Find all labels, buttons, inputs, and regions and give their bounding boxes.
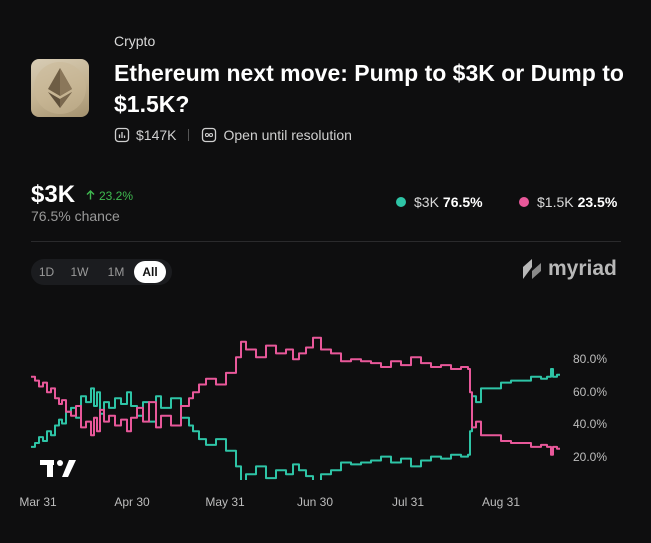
- legend-label: $3K: [414, 194, 439, 210]
- tab-1d[interactable]: 1D: [38, 265, 55, 279]
- x-tick-label: Mar 31: [19, 495, 57, 509]
- x-tick-label: Jul 31: [391, 495, 425, 509]
- bar-chart-icon: [114, 127, 130, 143]
- x-tick-label: Aug 31: [481, 495, 521, 509]
- tradingview-logo[interactable]: [40, 460, 76, 483]
- brand-name: myriad: [548, 257, 617, 280]
- myriad-icon: [523, 259, 541, 279]
- market-status: Open until resolution: [223, 127, 352, 143]
- legend-dot: [519, 197, 529, 207]
- volume-value: $147K: [136, 127, 177, 143]
- meta-divider: [188, 129, 190, 141]
- legend-dot: [396, 197, 406, 207]
- x-tick-label: Jun 30: [296, 495, 334, 509]
- market-title: Ethereum next move: Pump to $3K or Dump …: [114, 60, 624, 117]
- y-tick-label: 80.0%: [573, 352, 608, 366]
- series-line-1-5k: [31, 336, 560, 456]
- leading-outcome: $3K: [31, 181, 76, 208]
- y-tick-label: 60.0%: [573, 385, 608, 399]
- brand-logo: myriad: [521, 257, 617, 281]
- price-change-value: 23.2%: [99, 189, 134, 203]
- price-chart[interactable]: [0, 330, 560, 480]
- section-divider: [31, 241, 621, 242]
- legend-item-3k[interactable]: $3K 76.5%: [396, 194, 483, 210]
- legend-value: 76.5%: [442, 194, 483, 210]
- chance-label: 76.5% chance: [31, 208, 120, 224]
- y-tick-label: 20.0%: [573, 450, 608, 464]
- tab-1m[interactable]: 1M: [107, 265, 125, 279]
- ethereum-logo: [34, 62, 86, 114]
- legend-item-1-5k[interactable]: $1.5K 23.5%: [519, 194, 617, 210]
- y-tick-label: 40.0%: [573, 417, 608, 431]
- market-category[interactable]: Crypto: [114, 33, 156, 49]
- legend-value: 23.5%: [577, 194, 618, 210]
- legend-label: $1.5K: [537, 194, 574, 210]
- tab-all[interactable]: All: [134, 261, 166, 283]
- market-meta: $147K Open until resolution: [114, 126, 352, 144]
- tab-1w[interactable]: 1W: [70, 265, 89, 279]
- x-tick-label: Apr 30: [114, 495, 150, 509]
- infinity-icon: [201, 127, 217, 143]
- series-line-3k: [31, 368, 560, 480]
- x-tick-label: May 31: [205, 495, 245, 509]
- market-thumbnail: [31, 59, 89, 117]
- range-tabs: 1D 1W 1M All: [31, 259, 172, 285]
- arrow-up-icon: [86, 189, 95, 203]
- price-change: 23.2%: [86, 189, 133, 203]
